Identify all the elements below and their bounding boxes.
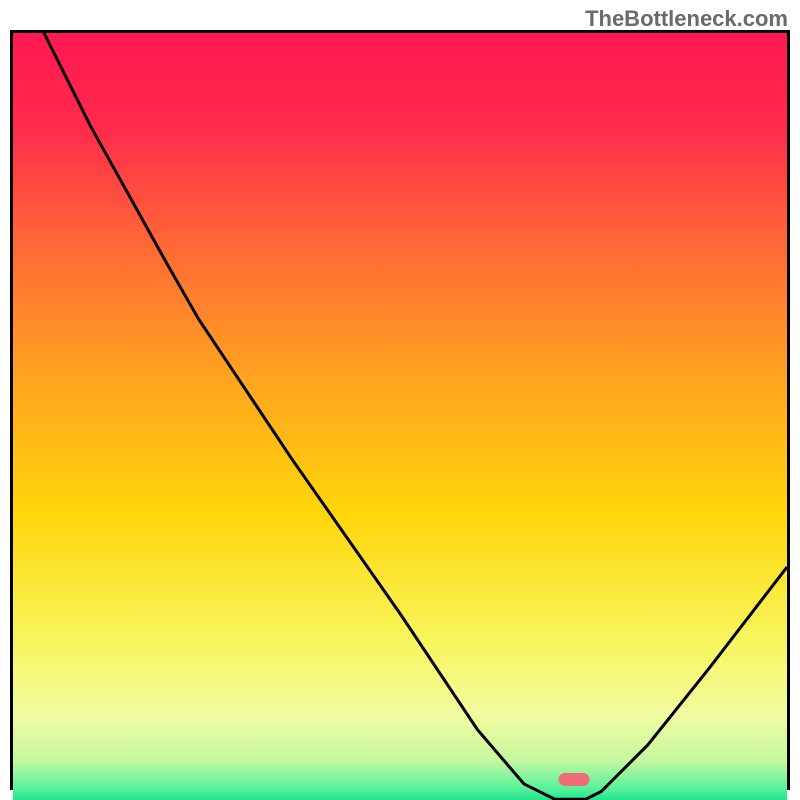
watermark-text: TheBottleneck.com (585, 6, 788, 32)
bottleneck-chart (10, 30, 790, 790)
chart-background (13, 33, 787, 800)
chart-svg (13, 33, 787, 800)
optimal-point-marker (559, 773, 590, 785)
